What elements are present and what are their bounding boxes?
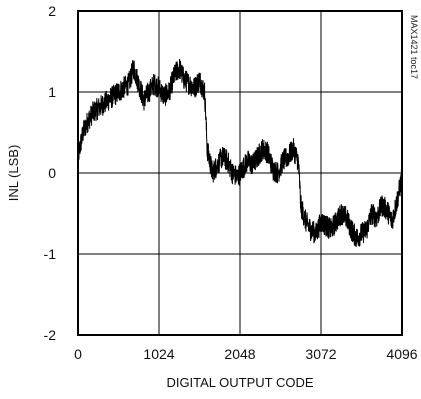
y-tick-label: 1 [48,84,56,100]
x-tick-label: 2048 [224,346,255,362]
y-tick-label: -2 [44,327,57,343]
x-axis-label: DIGITAL OUTPUT CODE [166,375,313,390]
x-tick-label: 1024 [143,346,174,362]
y-tick-label: 2 [48,3,56,19]
x-tick-label: 0 [74,346,82,362]
y-tick-label: -1 [44,246,57,262]
series-layer [77,58,403,248]
x-tick-labels: 0 1024 2048 3072 4096 [74,346,418,362]
x-tick-label: 3072 [305,346,336,362]
y-tick-label: 0 [48,165,56,181]
y-tick-labels: -2 -1 0 1 2 [44,3,57,343]
series-line-0 [77,58,403,248]
x-tick-label: 4096 [386,346,417,362]
chart-annotation: MAX1421 toc17 [409,15,419,79]
plot-frame [77,10,403,336]
y-axis-label: INL (LSB) [6,145,21,202]
